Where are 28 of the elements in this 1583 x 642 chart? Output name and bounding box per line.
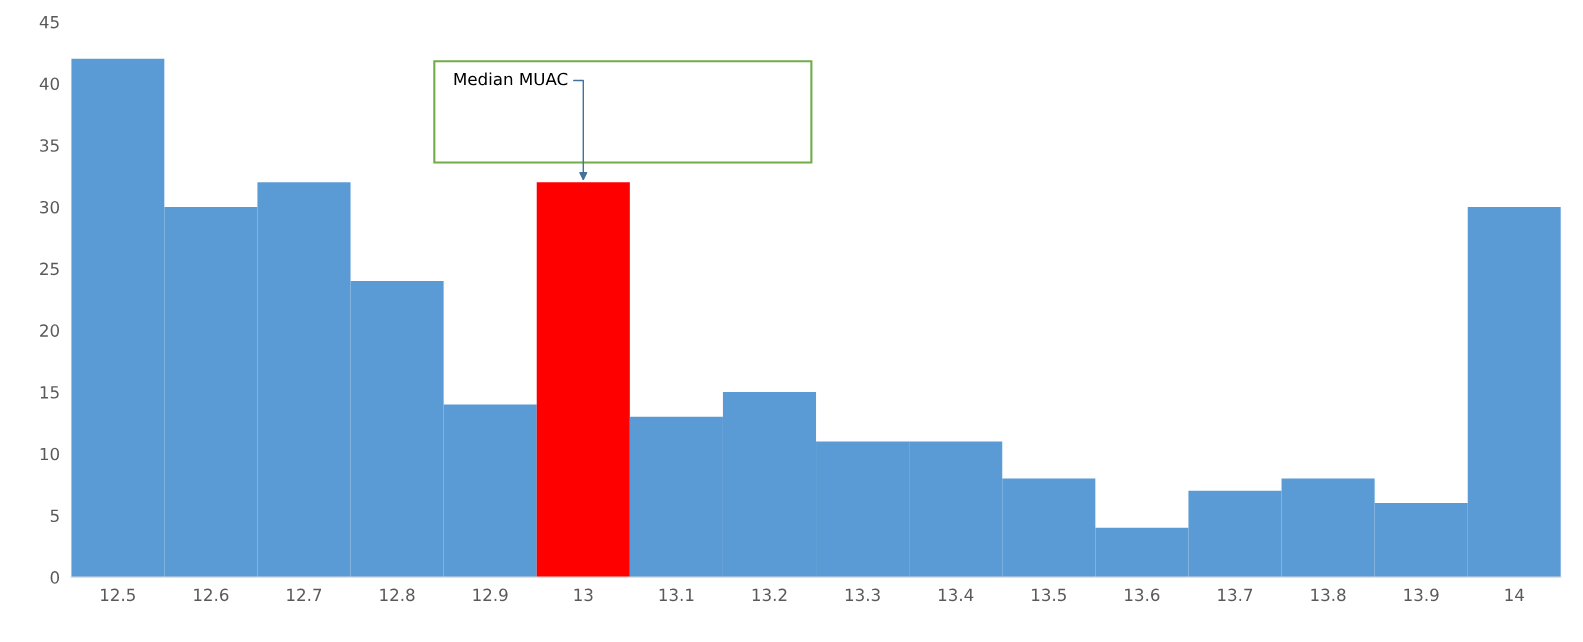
y-tick-label: 40 [39, 77, 60, 91]
bar [536, 182, 630, 578]
x-tick-label: 13.1 [659, 588, 694, 602]
x-tick-label: 12.7 [287, 588, 322, 601]
x-tick-label: 13 [574, 588, 593, 602]
x-tick-label: 12.8 [380, 588, 415, 602]
y-tick-label: 15 [40, 386, 59, 399]
x-tick-label: 13.7 [1218, 588, 1253, 602]
x-tick-label: 14 [1505, 588, 1524, 601]
y-tick-label: 5 [50, 509, 59, 523]
y-tick-label: 20 [40, 324, 60, 337]
y-tick-label: 35 [40, 139, 59, 152]
y-tick-label: 0 [50, 571, 60, 584]
y-tick-label: 30 [40, 200, 60, 214]
y-tick-label: 45 [39, 16, 59, 29]
x-tick-label: 13.4 [938, 588, 974, 602]
x-tick-label: 12.9 [473, 588, 508, 602]
x-tick-label: 13.2 [752, 588, 787, 602]
y-tick-label: 25 [40, 262, 59, 276]
x-tick-label: 13.3 [845, 588, 880, 602]
annotation: Median MUAC [454, 72, 568, 86]
x-tick-label: 12.5 [101, 588, 135, 602]
x-tick-label: 13.6 [1125, 588, 1160, 602]
x-tick-label: 13.5 [1032, 588, 1066, 602]
x-tick-label: 12.6 [194, 588, 229, 602]
x-tick-label: 13.9 [1404, 588, 1439, 602]
x-tick-label: 13.8 [1311, 588, 1346, 602]
y-tick-label: 10 [40, 447, 60, 461]
